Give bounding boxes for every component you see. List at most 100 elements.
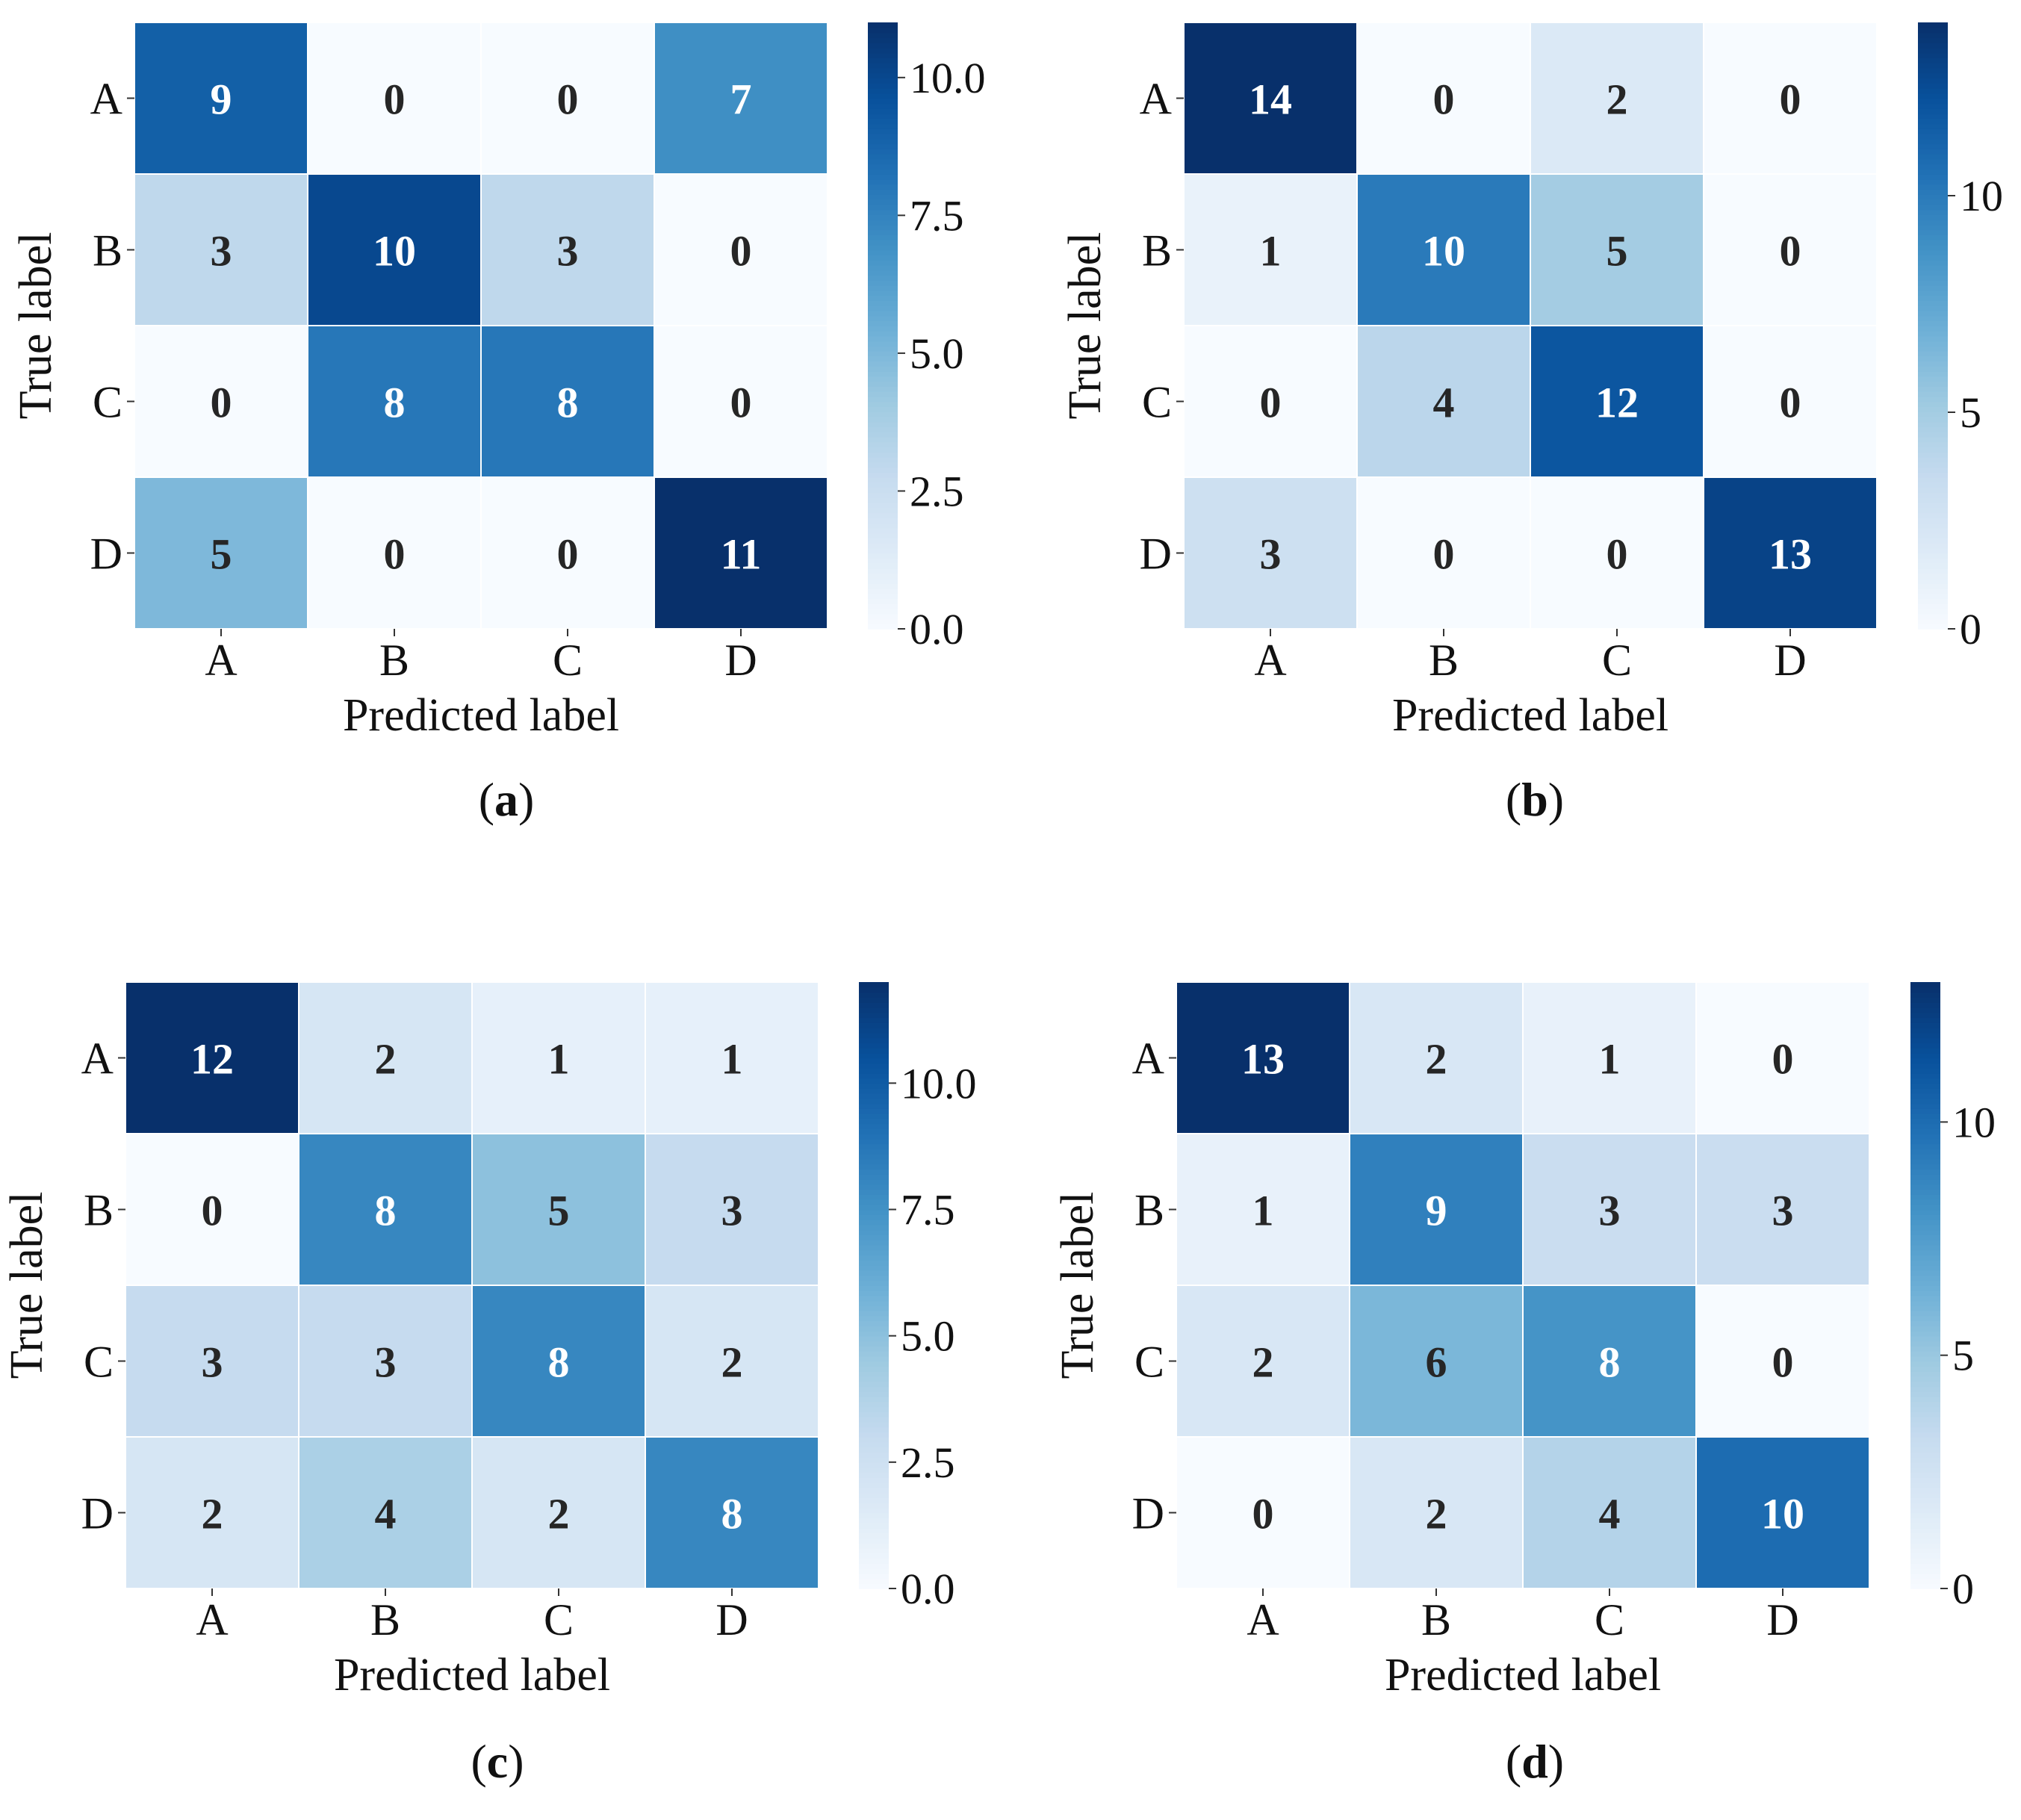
- colorbar-segment: [868, 487, 898, 494]
- y-tick-label: A: [1132, 1034, 1164, 1084]
- colorbar-segment: [1918, 518, 1948, 524]
- colorbar-segment: [1918, 305, 1948, 311]
- colorbar-segment: [868, 578, 898, 584]
- colorbar-segment: [859, 1381, 889, 1388]
- colorbar-segment: [859, 1260, 889, 1266]
- colorbar-segment: [859, 1472, 889, 1478]
- colorbar-segment: [1918, 78, 1948, 84]
- x-tick-label: A: [196, 1595, 228, 1644]
- heatmap-cell: [1356, 173, 1531, 326]
- colorbar-segment: [868, 98, 898, 105]
- colorbar-segment: [1910, 1532, 1940, 1539]
- colorbar-segment: [868, 532, 898, 538]
- colorbar-segment: [1910, 1072, 1940, 1079]
- colorbar-segment: [1918, 255, 1948, 261]
- colorbar-segment: [859, 1386, 889, 1392]
- colorbar-segment: [1918, 391, 1948, 397]
- colorbar-segment: [868, 522, 898, 529]
- heatmap-cell: [125, 1285, 299, 1438]
- colorbar-segment: [868, 275, 898, 281]
- colorbar-segment: [859, 1123, 889, 1130]
- colorbar-segment: [1910, 1411, 1940, 1417]
- colorbar-segment: [859, 1174, 889, 1180]
- colorbar-segment: [1918, 547, 1948, 554]
- heatmap-cell: [298, 1133, 473, 1286]
- heatmap-cell: [298, 1436, 473, 1589]
- colorbar-segment: [1918, 98, 1948, 105]
- colorbar-segment: [868, 128, 898, 134]
- colorbar-segment: [868, 492, 898, 498]
- colorbar-segment: [859, 1072, 889, 1079]
- cell-value: 0: [1433, 530, 1455, 579]
- colorbar-segment: [1918, 67, 1948, 74]
- colorbar-segment: [1910, 1098, 1940, 1105]
- colorbar-segment: [1910, 1543, 1940, 1549]
- colorbar-segment: [1910, 1457, 1940, 1463]
- colorbar-segment: [859, 1512, 889, 1519]
- colorbar-segment: [1910, 1264, 1940, 1271]
- heatmap-cell: [1695, 1133, 1870, 1286]
- colorbar-segment: [1918, 452, 1948, 458]
- y-tick-label: B: [1134, 1186, 1164, 1235]
- colorbar-tick-label: 0.0: [910, 605, 964, 653]
- colorbar-segment: [868, 366, 898, 372]
- colorbar-segment: [859, 1532, 889, 1539]
- cell-value: 2: [1426, 1035, 1447, 1084]
- colorbar-segment: [1918, 370, 1948, 377]
- cell-value: 12: [1595, 379, 1639, 427]
- colorbar-segment: [1910, 1249, 1940, 1256]
- colorbar-segment: [868, 497, 898, 503]
- colorbar-segment: [1910, 1012, 1940, 1019]
- colorbar-segment: [1910, 1406, 1940, 1412]
- colorbar-segment: [1910, 1088, 1940, 1094]
- colorbar-segment: [868, 244, 898, 251]
- heatmap-cell: [471, 1436, 646, 1589]
- cell-value: 1: [721, 1035, 743, 1084]
- heatmap-cell: [654, 325, 828, 478]
- y-tick-label: D: [90, 529, 122, 579]
- cell-value: 2: [1252, 1338, 1274, 1387]
- colorbar-segment: [868, 153, 898, 160]
- x-tick-label: A: [1247, 1595, 1279, 1644]
- colorbar-segment: [859, 1264, 889, 1271]
- colorbar-segment: [868, 563, 898, 569]
- y-tick-label: B: [84, 1186, 114, 1235]
- colorbar-segment: [868, 553, 898, 559]
- colorbar-segment: [1910, 1523, 1940, 1529]
- colorbar-segment: [1918, 603, 1948, 609]
- colorbar-segment: [868, 502, 898, 509]
- colorbar-segment: [868, 87, 898, 94]
- cell-value: 3: [211, 227, 232, 276]
- colorbar-segment: [1918, 32, 1948, 39]
- colorbar-segment: [1918, 133, 1948, 140]
- colorbar-segment: [868, 270, 898, 276]
- colorbar-segment: [868, 169, 898, 175]
- colorbar-segment: [859, 1229, 889, 1236]
- cell-value: 8: [384, 379, 406, 427]
- cell-value: 3: [202, 1338, 223, 1387]
- colorbar-segment: [868, 78, 898, 84]
- colorbar-segment: [868, 618, 898, 625]
- colorbar-segment: [859, 1134, 889, 1140]
- x-tick-label: A: [1254, 636, 1286, 685]
- colorbar-segment: [1910, 1174, 1940, 1180]
- colorbar-segment: [868, 406, 898, 412]
- colorbar-segment: [868, 264, 898, 271]
- colorbar-segment: [1918, 158, 1948, 165]
- colorbar-segment: [1910, 1326, 1940, 1332]
- colorbar-segment: [1918, 270, 1948, 276]
- colorbar-segment: [868, 624, 898, 630]
- colorbar-segment: [868, 103, 898, 109]
- cell-value: 3: [1260, 530, 1282, 579]
- colorbar-segment: [1918, 153, 1948, 160]
- colorbar-segment: [1910, 1507, 1940, 1514]
- colorbar-segment: [1918, 184, 1948, 190]
- heatmap-cell: [307, 173, 482, 326]
- colorbar-segment: [868, 381, 898, 387]
- colorbar-segment: [1918, 118, 1948, 125]
- colorbar-segment: [1918, 553, 1948, 559]
- colorbar-segment: [1910, 992, 1940, 998]
- colorbar-segment: [1910, 1154, 1940, 1160]
- colorbar-segment: [1910, 1401, 1940, 1408]
- colorbar-segment: [859, 1012, 889, 1019]
